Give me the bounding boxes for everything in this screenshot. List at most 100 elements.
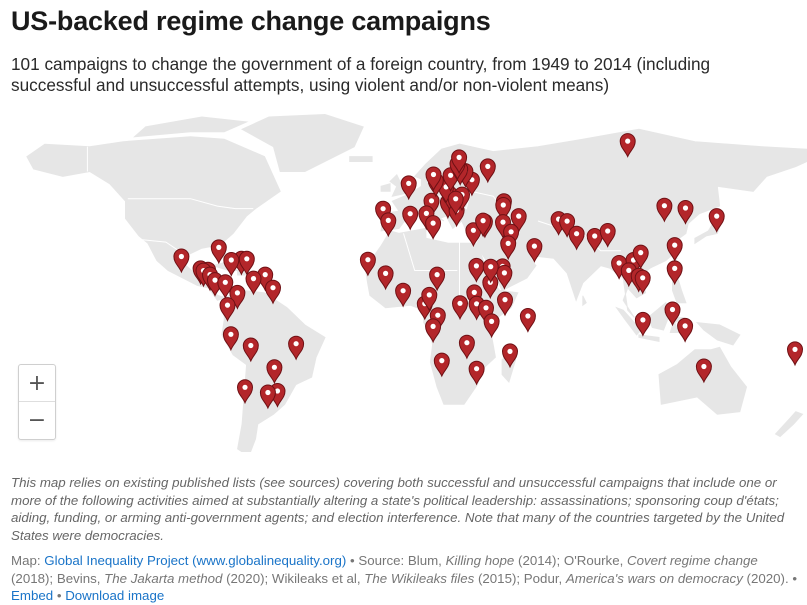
landmass	[638, 334, 660, 343]
map-pin-icon[interactable]: Japan	[708, 208, 725, 233]
map-pin-icon[interactable]: Chile	[236, 379, 254, 405]
source-text: (2015); Podur,	[474, 570, 566, 586]
source-title: America's wars on democracy	[565, 570, 743, 586]
map-pin-icon[interactable]: Dominican Republic	[238, 250, 255, 276]
map-pin-icon[interactable]: South Yemen	[496, 264, 513, 290]
source-title: Covert regime change	[626, 553, 758, 568]
map-pin-icon[interactable]: Bulgaria	[447, 190, 464, 216]
landmass	[240, 113, 364, 172]
download-image-link[interactable]: Download image	[65, 588, 165, 604]
map-pin-icon[interactable]: Angola	[425, 318, 442, 344]
map-pin-icon[interactable]: North Korea	[677, 200, 694, 225]
map-pin-icon[interactable]: Saudi Arabia	[500, 235, 517, 261]
markers-layer: GuatemalaHondurasMexicoEl SalvadorNicara…	[173, 133, 804, 410]
map-pin-icon[interactable]: Taiwan	[666, 237, 683, 262]
map-pin-icon[interactable]: Russia	[479, 158, 496, 184]
map-pin-icon[interactable]: Libya	[425, 215, 442, 240]
source-title: The Wikileaks files	[364, 570, 475, 586]
map-pin-icon[interactable]: Paraguay	[266, 359, 283, 385]
map-pin-icon[interactable]: Egypt	[465, 222, 482, 248]
map-credit-label: Map:	[11, 553, 45, 568]
map-pin-icon[interactable]: Mali	[377, 265, 394, 291]
zoom-in-button[interactable]: +	[19, 365, 55, 402]
map-pin-icon[interactable]: China	[656, 197, 673, 223]
source-text: (2018); Bevins,	[11, 570, 105, 586]
map-pin-icon[interactable]: Tanzania	[483, 313, 500, 339]
map-pin-icon[interactable]: Bolivia	[242, 337, 259, 363]
embed-link[interactable]: Embed	[11, 588, 54, 604]
map-pin-icon[interactable]: East Germany	[425, 166, 442, 192]
map-pin-icon[interactable]: Lebanon	[475, 212, 492, 238]
source-title: Killing hope	[445, 553, 515, 568]
map-pin-icon[interactable]: Venezuela	[245, 270, 262, 296]
landmass	[615, 306, 642, 336]
map-pin-icon[interactable]: Philippines	[666, 260, 683, 286]
map-credit-link[interactable]: Global Inequality Project (www.globaline…	[44, 553, 347, 568]
map-pin-icon[interactable]: Mozambique	[468, 360, 485, 386]
map-pin-icon[interactable]: Argentina	[259, 384, 276, 410]
map-pin-icon[interactable]: North Vietnam	[632, 244, 649, 270]
landmass	[26, 136, 281, 301]
map-pin-icon[interactable]: Peru	[222, 326, 239, 352]
page-subtitle: 101 campaigns to change the government o…	[11, 54, 711, 95]
map-pin-icon[interactable]: Iran	[510, 208, 527, 233]
map-pin-icon[interactable]: Eritrea	[482, 258, 499, 284]
source-text: (2020); Wikileaks et al,	[222, 570, 365, 586]
map-pin-icon[interactable]: Morocco	[380, 212, 397, 238]
map-pin-icon[interactable]: Madagascar	[501, 343, 519, 369]
map-pin-icon[interactable]: Cameroon	[421, 286, 438, 312]
map-pin-icon[interactable]: Sudan	[468, 257, 485, 283]
source-credits: Map: Global Inequality Project (www.glob…	[11, 552, 801, 605]
map-pin-icon[interactable]: Algeria	[402, 205, 419, 231]
map-pin-icon[interactable]: Ecuador	[219, 297, 236, 322]
landmass	[695, 321, 741, 346]
map-pin-icon[interactable]: Tibet	[599, 223, 616, 248]
landmass	[694, 208, 723, 245]
map-pin-icon[interactable]: Oman	[526, 238, 543, 263]
map-pin-icon[interactable]: East Timor	[677, 317, 694, 343]
country-border	[403, 233, 458, 271]
map-pin-icon[interactable]: France	[400, 175, 417, 201]
map-pin-icon[interactable]: Mexico	[173, 248, 190, 274]
world-map[interactable]: GuatemalaHondurasMexicoEl SalvadorNicara…	[0, 112, 807, 452]
page-title: US-backed regime change campaigns	[11, 6, 491, 36]
map-pin-icon[interactable]: Guyana	[264, 279, 282, 305]
map-pin-icon[interactable]: Somalia	[496, 291, 514, 317]
zoom-control: + −	[18, 364, 56, 440]
map-pin-icon[interactable]: Cuba	[210, 239, 227, 265]
map-pin-icon[interactable]: Zambia	[458, 334, 475, 360]
map-pin-icon[interactable]: Armenia	[495, 197, 512, 222]
zoom-out-button[interactable]: −	[27, 407, 47, 433]
source-title: The Jakarta method	[104, 570, 223, 586]
map-pin-icon[interactable]: Indonesia	[634, 311, 651, 337]
country-border	[127, 198, 254, 210]
landmass	[380, 183, 391, 192]
map-pin-icon[interactable]: Jamaica	[223, 252, 240, 277]
map-pin-icon[interactable]: Nepal	[586, 228, 603, 253]
map-pin-icon[interactable]: South Vietnam	[634, 269, 651, 295]
map-pin-icon[interactable]: Zaire (East)	[451, 295, 469, 321]
map-pin-icon[interactable]: India	[568, 225, 585, 251]
map-pin-icon[interactable]: Mauritania	[359, 251, 376, 277]
source-text: (2014); O'Rourke,	[514, 553, 627, 568]
land-layer	[26, 113, 807, 452]
landmass	[774, 411, 804, 438]
map-pin-icon[interactable]: Brazil	[288, 335, 305, 361]
landmass	[133, 116, 249, 138]
source-text: • Source: Blum,	[346, 553, 446, 568]
map-pin-icon[interactable]: Chad	[429, 266, 446, 292]
source-text: (2020). •	[742, 570, 798, 586]
map-pin-icon[interactable]: Namibia	[433, 352, 450, 378]
link-separator: •	[53, 588, 66, 604]
map-pin-icon[interactable]: Ghana	[395, 282, 412, 308]
map-pin-icon[interactable]: Indonesia (Sulawesi)	[664, 301, 681, 327]
landmass	[582, 295, 587, 307]
landmass	[349, 156, 373, 162]
map-pin-icon[interactable]: Australia	[695, 358, 712, 384]
map-pin-icon[interactable]: Seychelles	[519, 308, 536, 333]
map-pin-icon[interactable]: Russia (Siberia)	[619, 133, 636, 158]
map-pin-icon[interactable]: Fiji	[786, 341, 804, 367]
map-canvas[interactable]: GuatemalaHondurasMexicoEl SalvadorNicara…	[0, 112, 807, 452]
map-pin-icon[interactable]: Estonia	[451, 149, 468, 175]
methodology-note: This map relies on existing published li…	[11, 475, 785, 543]
